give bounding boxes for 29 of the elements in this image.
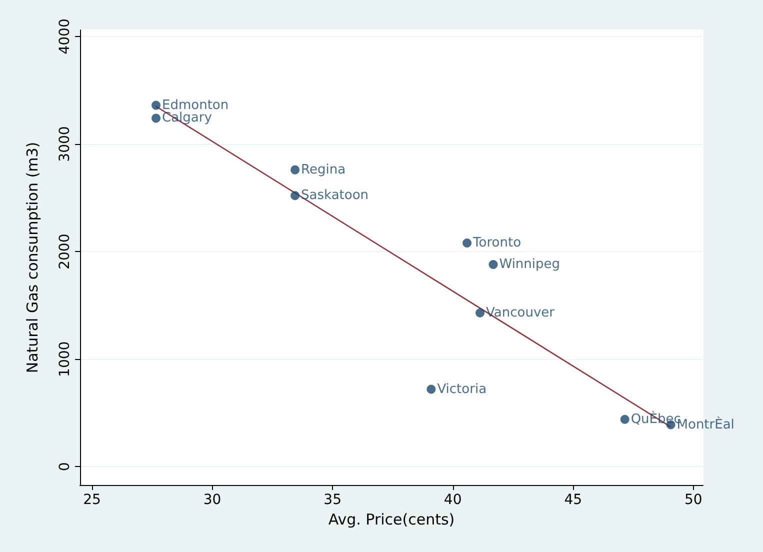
annotation: Edmonton <box>162 98 229 113</box>
point <box>620 414 630 424</box>
point <box>152 114 161 123</box>
annotation: Toronto <box>472 235 522 250</box>
point <box>290 191 300 200</box>
point <box>152 100 161 110</box>
y-tick-label: 0 <box>57 462 73 472</box>
x-axis-title: Avg. Price(cents) <box>328 510 455 528</box>
point <box>290 165 300 174</box>
point <box>488 260 498 269</box>
y-tick-label: 3000 <box>57 126 73 162</box>
point <box>426 384 436 394</box>
x-tick-label: 40 <box>444 492 462 508</box>
annotation: Regina <box>301 162 346 178</box>
x-tick-label: 35 <box>324 492 342 508</box>
y-tick-label: 2000 <box>57 234 73 270</box>
annotation: Victoria <box>437 382 487 397</box>
annotation: Saskatoon <box>301 188 369 204</box>
x-tick-label: 25 <box>83 492 101 508</box>
x-tick-label: 50 <box>684 492 702 508</box>
point <box>476 308 485 318</box>
y-tick-label: 4000 <box>57 18 73 54</box>
x-tick-label: 45 <box>564 492 582 508</box>
y-axis-title: Natural Gas consumption (m3) <box>24 142 42 374</box>
point <box>462 238 472 248</box>
annotation: Vancouver <box>486 305 556 320</box>
annotation: Winnipeg <box>499 256 560 272</box>
y-tick-label: 1000 <box>57 341 73 377</box>
x-tick-label: 30 <box>203 492 222 508</box>
